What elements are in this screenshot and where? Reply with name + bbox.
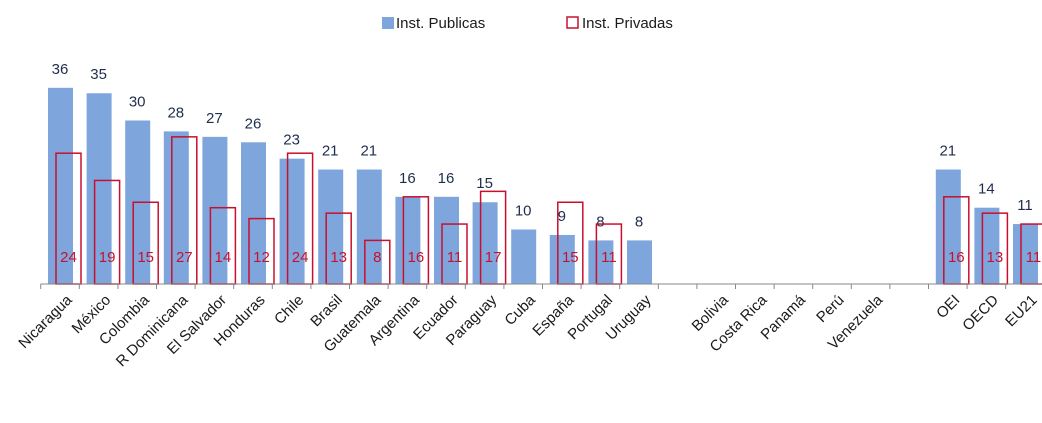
legend-label: Inst. Privadas bbox=[582, 15, 673, 32]
bar bbox=[86, 93, 112, 284]
legend-swatch bbox=[566, 16, 579, 29]
legend-label: Inst. Publicas bbox=[396, 15, 485, 32]
x-tick-label: OECD bbox=[959, 292, 1002, 335]
bar bbox=[935, 169, 961, 284]
bar bbox=[472, 202, 498, 284]
value-label: 15 bbox=[476, 175, 493, 192]
value-label: 10 bbox=[515, 202, 532, 219]
value-label: 8 bbox=[596, 213, 604, 230]
value-label: 13 bbox=[330, 249, 347, 266]
value-label: 17 bbox=[485, 249, 502, 266]
value-label: 19 bbox=[99, 249, 116, 266]
bar bbox=[434, 196, 459, 284]
bar bbox=[279, 158, 305, 284]
bar bbox=[627, 240, 652, 284]
bar bbox=[163, 131, 189, 284]
value-label: 8 bbox=[373, 249, 381, 266]
value-label: 12 bbox=[253, 249, 270, 266]
value-label: 23 bbox=[283, 132, 300, 149]
bar bbox=[202, 136, 228, 284]
bar bbox=[318, 169, 344, 284]
value-label: 27 bbox=[176, 249, 193, 266]
value-label: 21 bbox=[322, 143, 339, 160]
value-label: 11 bbox=[1026, 249, 1042, 266]
value-label: 11 bbox=[601, 249, 617, 266]
bar bbox=[511, 229, 537, 284]
value-label: 21 bbox=[360, 143, 377, 160]
bar bbox=[1013, 224, 1038, 284]
bar bbox=[974, 207, 1000, 284]
bar bbox=[395, 196, 421, 284]
bar bbox=[549, 234, 575, 284]
value-label: 24 bbox=[60, 249, 77, 266]
bar bbox=[588, 240, 614, 284]
value-label: 8 bbox=[635, 213, 643, 230]
value-label: 21 bbox=[939, 143, 956, 160]
value-label: 11 bbox=[447, 249, 463, 266]
x-tick-label: Nicaragua bbox=[15, 291, 76, 352]
x-tick-label: OEI bbox=[933, 292, 963, 322]
value-label: 36 bbox=[52, 61, 69, 78]
x-tick-label: Chile bbox=[271, 292, 307, 328]
value-label: 16 bbox=[948, 249, 965, 266]
value-label: 13 bbox=[987, 249, 1004, 266]
value-label: 27 bbox=[206, 110, 223, 127]
value-label: 15 bbox=[137, 249, 154, 266]
x-tick-label: Perú bbox=[813, 292, 847, 326]
value-label: 16 bbox=[408, 249, 425, 266]
value-label: 26 bbox=[245, 115, 262, 132]
value-label: 28 bbox=[167, 104, 184, 121]
value-label: 30 bbox=[129, 93, 146, 110]
bar bbox=[48, 87, 73, 284]
value-label: 24 bbox=[292, 249, 309, 266]
value-label: 9 bbox=[558, 208, 566, 225]
value-label: 16 bbox=[438, 170, 455, 187]
legend-swatch bbox=[382, 17, 394, 29]
bar bbox=[356, 169, 382, 284]
value-label: 11 bbox=[1017, 197, 1033, 214]
value-label: 35 bbox=[90, 66, 107, 83]
bar bbox=[241, 142, 266, 284]
value-label: 16 bbox=[399, 170, 416, 187]
value-label: 14 bbox=[215, 249, 232, 266]
x-tick-label: EU21 bbox=[1002, 292, 1041, 331]
value-label: 15 bbox=[562, 249, 579, 266]
value-label: 14 bbox=[978, 181, 995, 198]
